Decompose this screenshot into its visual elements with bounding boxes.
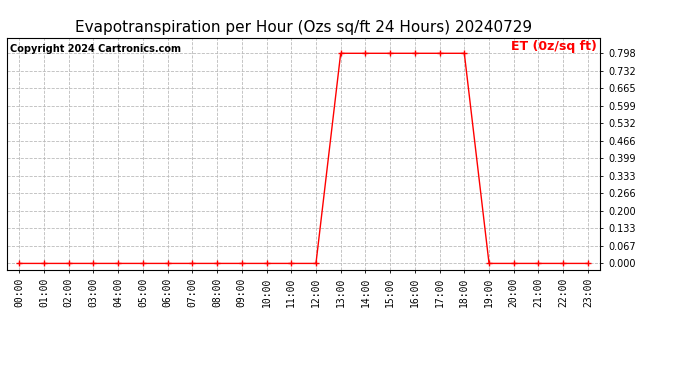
ET (0z/sq ft) [362, 51, 370, 56]
ET (0z/sq ft) [65, 261, 73, 266]
Title: Evapotranspiration per Hour (Ozs sq/ft 24 Hours) 20240729: Evapotranspiration per Hour (Ozs sq/ft 2… [75, 20, 532, 35]
ET (0z/sq ft) [164, 261, 172, 266]
ET (0z/sq ft) [287, 261, 295, 266]
ET (0z/sq ft) [237, 261, 246, 266]
ET (0z/sq ft) [15, 261, 23, 266]
ET (0z/sq ft) [139, 261, 147, 266]
ET (0z/sq ft) [460, 51, 469, 56]
Text: Copyright 2024 Cartronics.com: Copyright 2024 Cartronics.com [10, 45, 181, 54]
ET (0z/sq ft) [40, 261, 48, 266]
ET (0z/sq ft) [262, 261, 270, 266]
ET (0z/sq ft) [312, 261, 320, 266]
ET (0z/sq ft) [114, 261, 122, 266]
Line: ET (0z/sq ft): ET (0z/sq ft) [17, 51, 591, 266]
ET (0z/sq ft) [411, 51, 419, 56]
ET (0z/sq ft) [89, 261, 97, 266]
ET (0z/sq ft) [435, 51, 444, 56]
ET (0z/sq ft) [510, 261, 518, 266]
ET (0z/sq ft) [559, 261, 567, 266]
ET (0z/sq ft) [337, 51, 345, 56]
ET (0z/sq ft) [485, 261, 493, 266]
ET (0z/sq ft) [213, 261, 221, 266]
ET (0z/sq ft) [386, 51, 394, 56]
Text: ET (0z/sq ft): ET (0z/sq ft) [511, 40, 598, 53]
ET (0z/sq ft) [188, 261, 197, 266]
ET (0z/sq ft) [534, 261, 542, 266]
ET (0z/sq ft) [584, 261, 592, 266]
